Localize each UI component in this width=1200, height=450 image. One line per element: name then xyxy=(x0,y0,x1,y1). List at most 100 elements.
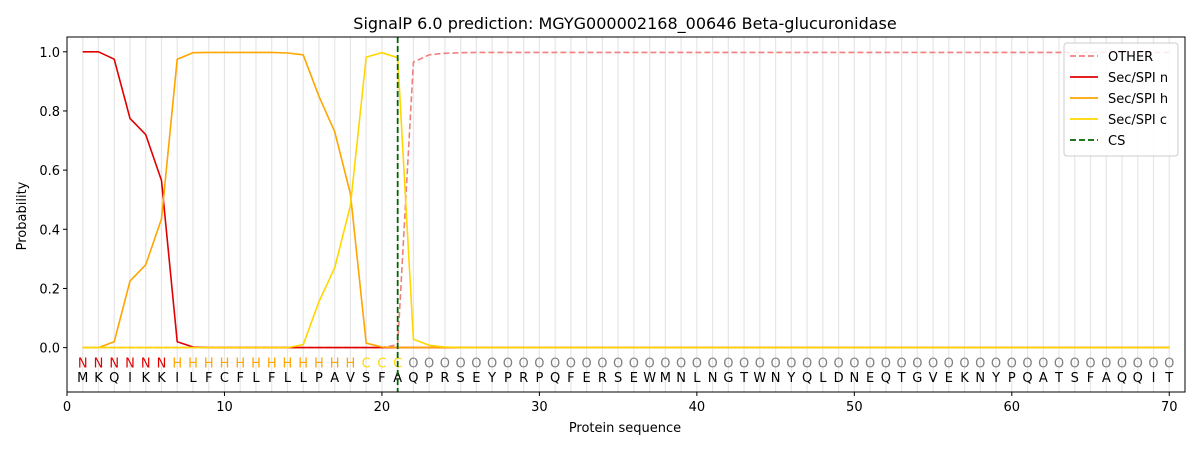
legend: OTHER Sec/SPI n Sec/SPI h Sec/SPI c CS xyxy=(1063,42,1179,157)
x-tick-label: 0 xyxy=(63,400,71,415)
residue-letter: P xyxy=(535,371,543,386)
region-label: O xyxy=(1117,356,1127,371)
residue-letter: L xyxy=(819,371,827,386)
legend-label: Sec/SPI h xyxy=(1108,92,1168,107)
residue-letter: V xyxy=(929,371,938,386)
region-label: H xyxy=(251,356,261,371)
region-label: O xyxy=(503,356,513,371)
region-label: O xyxy=(629,356,639,371)
region-label: O xyxy=(424,356,434,371)
residue-letter: Y xyxy=(786,371,795,386)
residue-letter: I xyxy=(1152,371,1156,386)
residue-letter: Y xyxy=(991,371,1000,386)
region-label: O xyxy=(582,356,592,371)
series-lines xyxy=(82,50,1170,349)
region-label: H xyxy=(188,356,198,371)
region-label: H xyxy=(330,356,340,371)
residue-letter: C xyxy=(220,371,229,386)
region-label: O xyxy=(471,356,481,371)
region-label: O xyxy=(534,356,544,371)
residue-letter: S xyxy=(614,371,622,386)
region-label: O xyxy=(487,356,497,371)
region-label: O xyxy=(613,356,623,371)
legend-label: Sec/SPI c xyxy=(1108,113,1167,128)
region-label: O xyxy=(1054,356,1064,371)
y-tick-label: 0.8 xyxy=(39,105,60,120)
x-tick-label: 40 xyxy=(689,400,706,415)
x-tick-label: 60 xyxy=(1004,400,1021,415)
residue-letter: Y xyxy=(487,371,496,386)
region-label: O xyxy=(786,356,796,371)
region-label: O xyxy=(408,356,418,371)
region-label: H xyxy=(346,356,356,371)
residue-letter: M xyxy=(77,371,88,386)
residue-letter: F xyxy=(1087,371,1094,386)
region-label: N xyxy=(141,356,151,371)
residue-letter: Q xyxy=(881,371,891,386)
region-label: O xyxy=(833,356,843,371)
region-label: O xyxy=(975,356,985,371)
residue-letter: Q xyxy=(1117,371,1127,386)
region-label: H xyxy=(298,356,308,371)
residue-letter: A xyxy=(1102,371,1111,386)
grid-lines xyxy=(82,37,1170,392)
region-label: C xyxy=(362,356,371,371)
plot-frame xyxy=(66,36,1186,393)
region-label: O xyxy=(944,356,954,371)
region-label: O xyxy=(1070,356,1080,371)
region-label: H xyxy=(172,356,182,371)
region-label: O xyxy=(802,356,812,371)
residue-letter: P xyxy=(315,371,323,386)
residue-letter: G xyxy=(723,371,733,386)
region-label: H xyxy=(220,356,230,371)
y-axis-label: Probability xyxy=(15,181,30,250)
residue-letter: S xyxy=(1071,371,1079,386)
residue-letter: E xyxy=(945,371,953,386)
region-label: O xyxy=(566,356,576,371)
residue-letter: P xyxy=(504,371,512,386)
legend-label: OTHER xyxy=(1108,50,1153,65)
residue-letter: K xyxy=(94,371,103,386)
residue-letter: L xyxy=(252,371,260,386)
residue-letter: E xyxy=(472,371,480,386)
region-label: O xyxy=(660,356,670,371)
region-label: O xyxy=(440,356,450,371)
region-label: O xyxy=(770,356,780,371)
region-label: O xyxy=(959,356,969,371)
region-label: N xyxy=(157,356,167,371)
region-label: O xyxy=(456,356,466,371)
residue-letter: R xyxy=(598,371,607,386)
residue-letter: N xyxy=(676,371,686,386)
residue-letter: T xyxy=(1054,371,1063,386)
x-tick-label: 10 xyxy=(216,400,233,415)
chart-title: SignalP 6.0 prediction: MGYG000002168_00… xyxy=(353,14,896,34)
y-tick-label: 0.2 xyxy=(39,282,60,297)
x-axis-ticks: 0 10 20 30 40 50 60 70 xyxy=(63,392,1178,415)
region-label: O xyxy=(707,356,717,371)
residue-letter: F xyxy=(567,371,574,386)
residue-letter: Q xyxy=(550,371,560,386)
region-label: O xyxy=(1022,356,1032,371)
series-line xyxy=(82,51,1170,349)
region-label: N xyxy=(109,356,119,371)
residue-letter: E xyxy=(866,371,874,386)
region-label: N xyxy=(94,356,104,371)
residue-letter: K xyxy=(141,371,150,386)
y-tick-label: 0.6 xyxy=(39,164,60,179)
region-label: O xyxy=(676,356,686,371)
residue-letter: K xyxy=(960,371,969,386)
residue-letter: T xyxy=(1164,371,1173,386)
legend-box xyxy=(1063,42,1179,157)
region-label: O xyxy=(692,356,702,371)
residue-letter: A xyxy=(330,371,339,386)
x-tick-label: 50 xyxy=(846,400,863,415)
residue-letter: F xyxy=(205,371,212,386)
residue-letter: Q xyxy=(802,371,812,386)
region-label: O xyxy=(1007,356,1017,371)
region-label: O xyxy=(818,356,828,371)
region-label: O xyxy=(849,356,859,371)
residue-letter: Q xyxy=(109,371,119,386)
region-label: N xyxy=(125,356,135,371)
x-tick-label: 70 xyxy=(1161,400,1178,415)
